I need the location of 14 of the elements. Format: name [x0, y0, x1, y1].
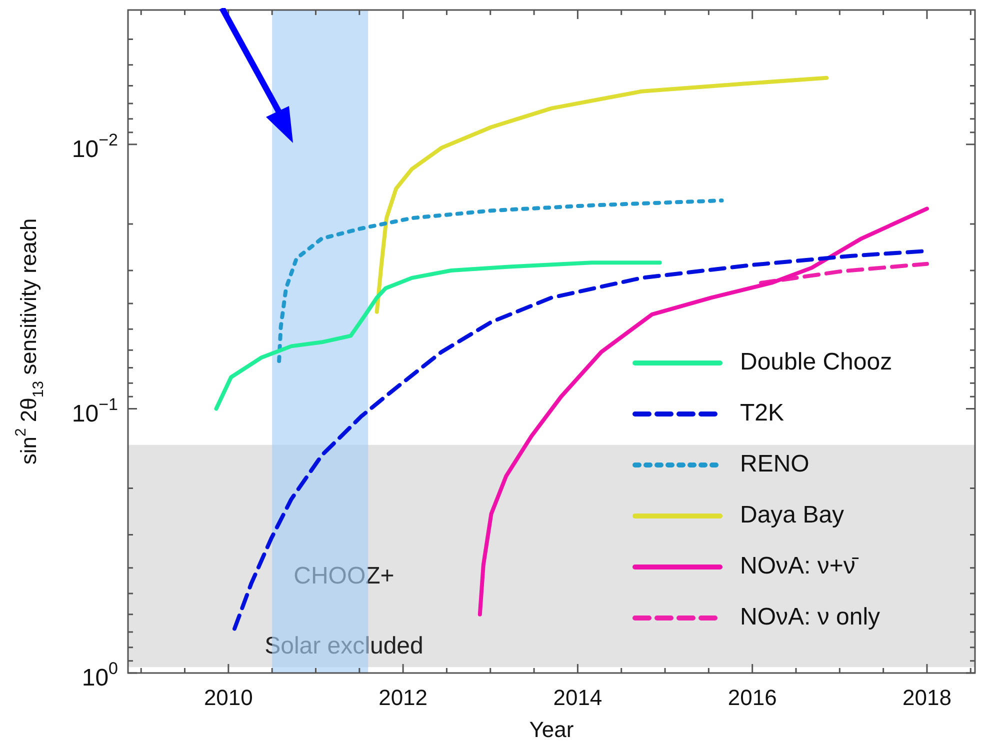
x-tick-label: 2016	[728, 685, 777, 710]
legend-label: T2K	[740, 400, 784, 427]
y-axis-title: sin2 2θ13 sensitivity reach	[12, 218, 47, 465]
x-axis-title: Year	[529, 717, 574, 742]
legend-label: Double Chooz	[740, 348, 892, 376]
legend-label: NOνA: ν+ν̄	[740, 552, 860, 580]
legend-label: RENO	[740, 450, 810, 478]
text: CHOOZ+ Solar excluded	[264, 562, 424, 660]
x-tick-label: 2012	[378, 685, 428, 710]
legend-label: NOνA: ν only	[740, 604, 880, 631]
legend-label: Daya Bay	[740, 502, 844, 529]
x-tick-label: 2014	[553, 685, 602, 710]
x-tick-label: 2010	[204, 685, 253, 710]
x-tick-label: 2018	[902, 685, 952, 710]
